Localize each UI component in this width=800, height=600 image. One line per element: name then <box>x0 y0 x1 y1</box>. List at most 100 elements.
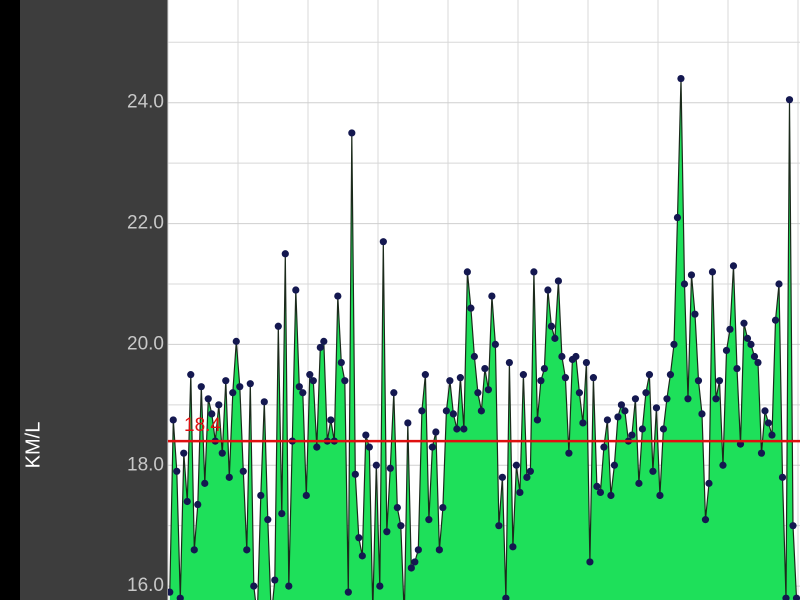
point <box>442 407 450 415</box>
point <box>432 428 440 436</box>
point <box>523 473 531 481</box>
point <box>645 371 654 379</box>
point <box>498 473 506 481</box>
point <box>670 340 678 349</box>
point <box>694 377 703 385</box>
point <box>218 449 226 457</box>
point <box>516 488 524 497</box>
point <box>341 377 349 385</box>
point <box>355 534 363 542</box>
point <box>449 410 457 418</box>
point <box>168 588 174 596</box>
point <box>617 401 626 409</box>
point <box>197 383 205 391</box>
point <box>334 292 342 300</box>
point <box>778 473 787 481</box>
point <box>418 407 426 415</box>
point <box>316 343 324 352</box>
point <box>589 374 598 382</box>
point <box>649 467 657 475</box>
point <box>656 491 664 500</box>
point <box>533 416 541 424</box>
point <box>691 310 699 318</box>
axis-panel <box>20 0 168 600</box>
point <box>743 334 752 342</box>
point <box>411 558 419 566</box>
point <box>215 401 223 409</box>
point <box>260 398 268 406</box>
point <box>638 425 647 433</box>
point <box>673 213 682 222</box>
point <box>239 467 247 475</box>
point <box>631 395 640 403</box>
point <box>512 461 520 469</box>
point <box>393 503 401 512</box>
point <box>246 380 254 388</box>
point <box>621 407 629 415</box>
point <box>281 250 289 258</box>
point <box>635 479 643 487</box>
point <box>274 322 282 330</box>
point <box>257 491 265 500</box>
point <box>407 564 415 572</box>
point <box>250 582 258 590</box>
point <box>397 522 405 530</box>
point <box>593 482 601 491</box>
point <box>271 576 279 584</box>
y-tick-label: 24.0 <box>127 92 164 113</box>
point <box>201 479 209 487</box>
point <box>383 528 391 536</box>
threshold-label: 18.4 <box>184 415 221 436</box>
point <box>176 594 184 600</box>
point <box>358 552 366 560</box>
point <box>236 383 244 391</box>
point <box>190 546 198 554</box>
point <box>652 404 661 412</box>
point <box>722 346 731 355</box>
point <box>187 371 195 379</box>
point <box>603 416 612 424</box>
point <box>229 389 237 397</box>
point <box>740 319 748 327</box>
area <box>169 78 797 600</box>
point <box>313 443 321 451</box>
point <box>659 425 668 433</box>
point <box>775 280 783 288</box>
point <box>712 395 720 403</box>
point <box>425 516 433 524</box>
point <box>519 371 527 379</box>
point <box>180 449 188 457</box>
point <box>687 271 696 279</box>
point <box>404 419 412 427</box>
point <box>386 464 394 472</box>
point <box>505 358 513 367</box>
point <box>484 386 492 394</box>
point <box>169 416 177 424</box>
point <box>596 488 605 497</box>
point <box>733 364 741 373</box>
point <box>684 395 692 403</box>
point <box>474 389 482 397</box>
point <box>225 473 233 481</box>
point <box>708 268 717 276</box>
point <box>789 522 797 530</box>
point <box>264 516 272 524</box>
point <box>208 410 216 418</box>
point <box>509 543 517 551</box>
point <box>572 352 580 361</box>
point <box>558 352 566 361</box>
point <box>477 407 485 415</box>
point <box>428 443 436 451</box>
point <box>666 371 675 379</box>
point <box>306 371 314 379</box>
point <box>292 286 300 294</box>
point <box>607 491 615 500</box>
point <box>453 425 461 433</box>
point <box>551 334 559 342</box>
point <box>705 479 713 487</box>
point <box>344 588 352 596</box>
point <box>379 238 387 246</box>
point <box>729 262 738 270</box>
point <box>309 377 317 385</box>
